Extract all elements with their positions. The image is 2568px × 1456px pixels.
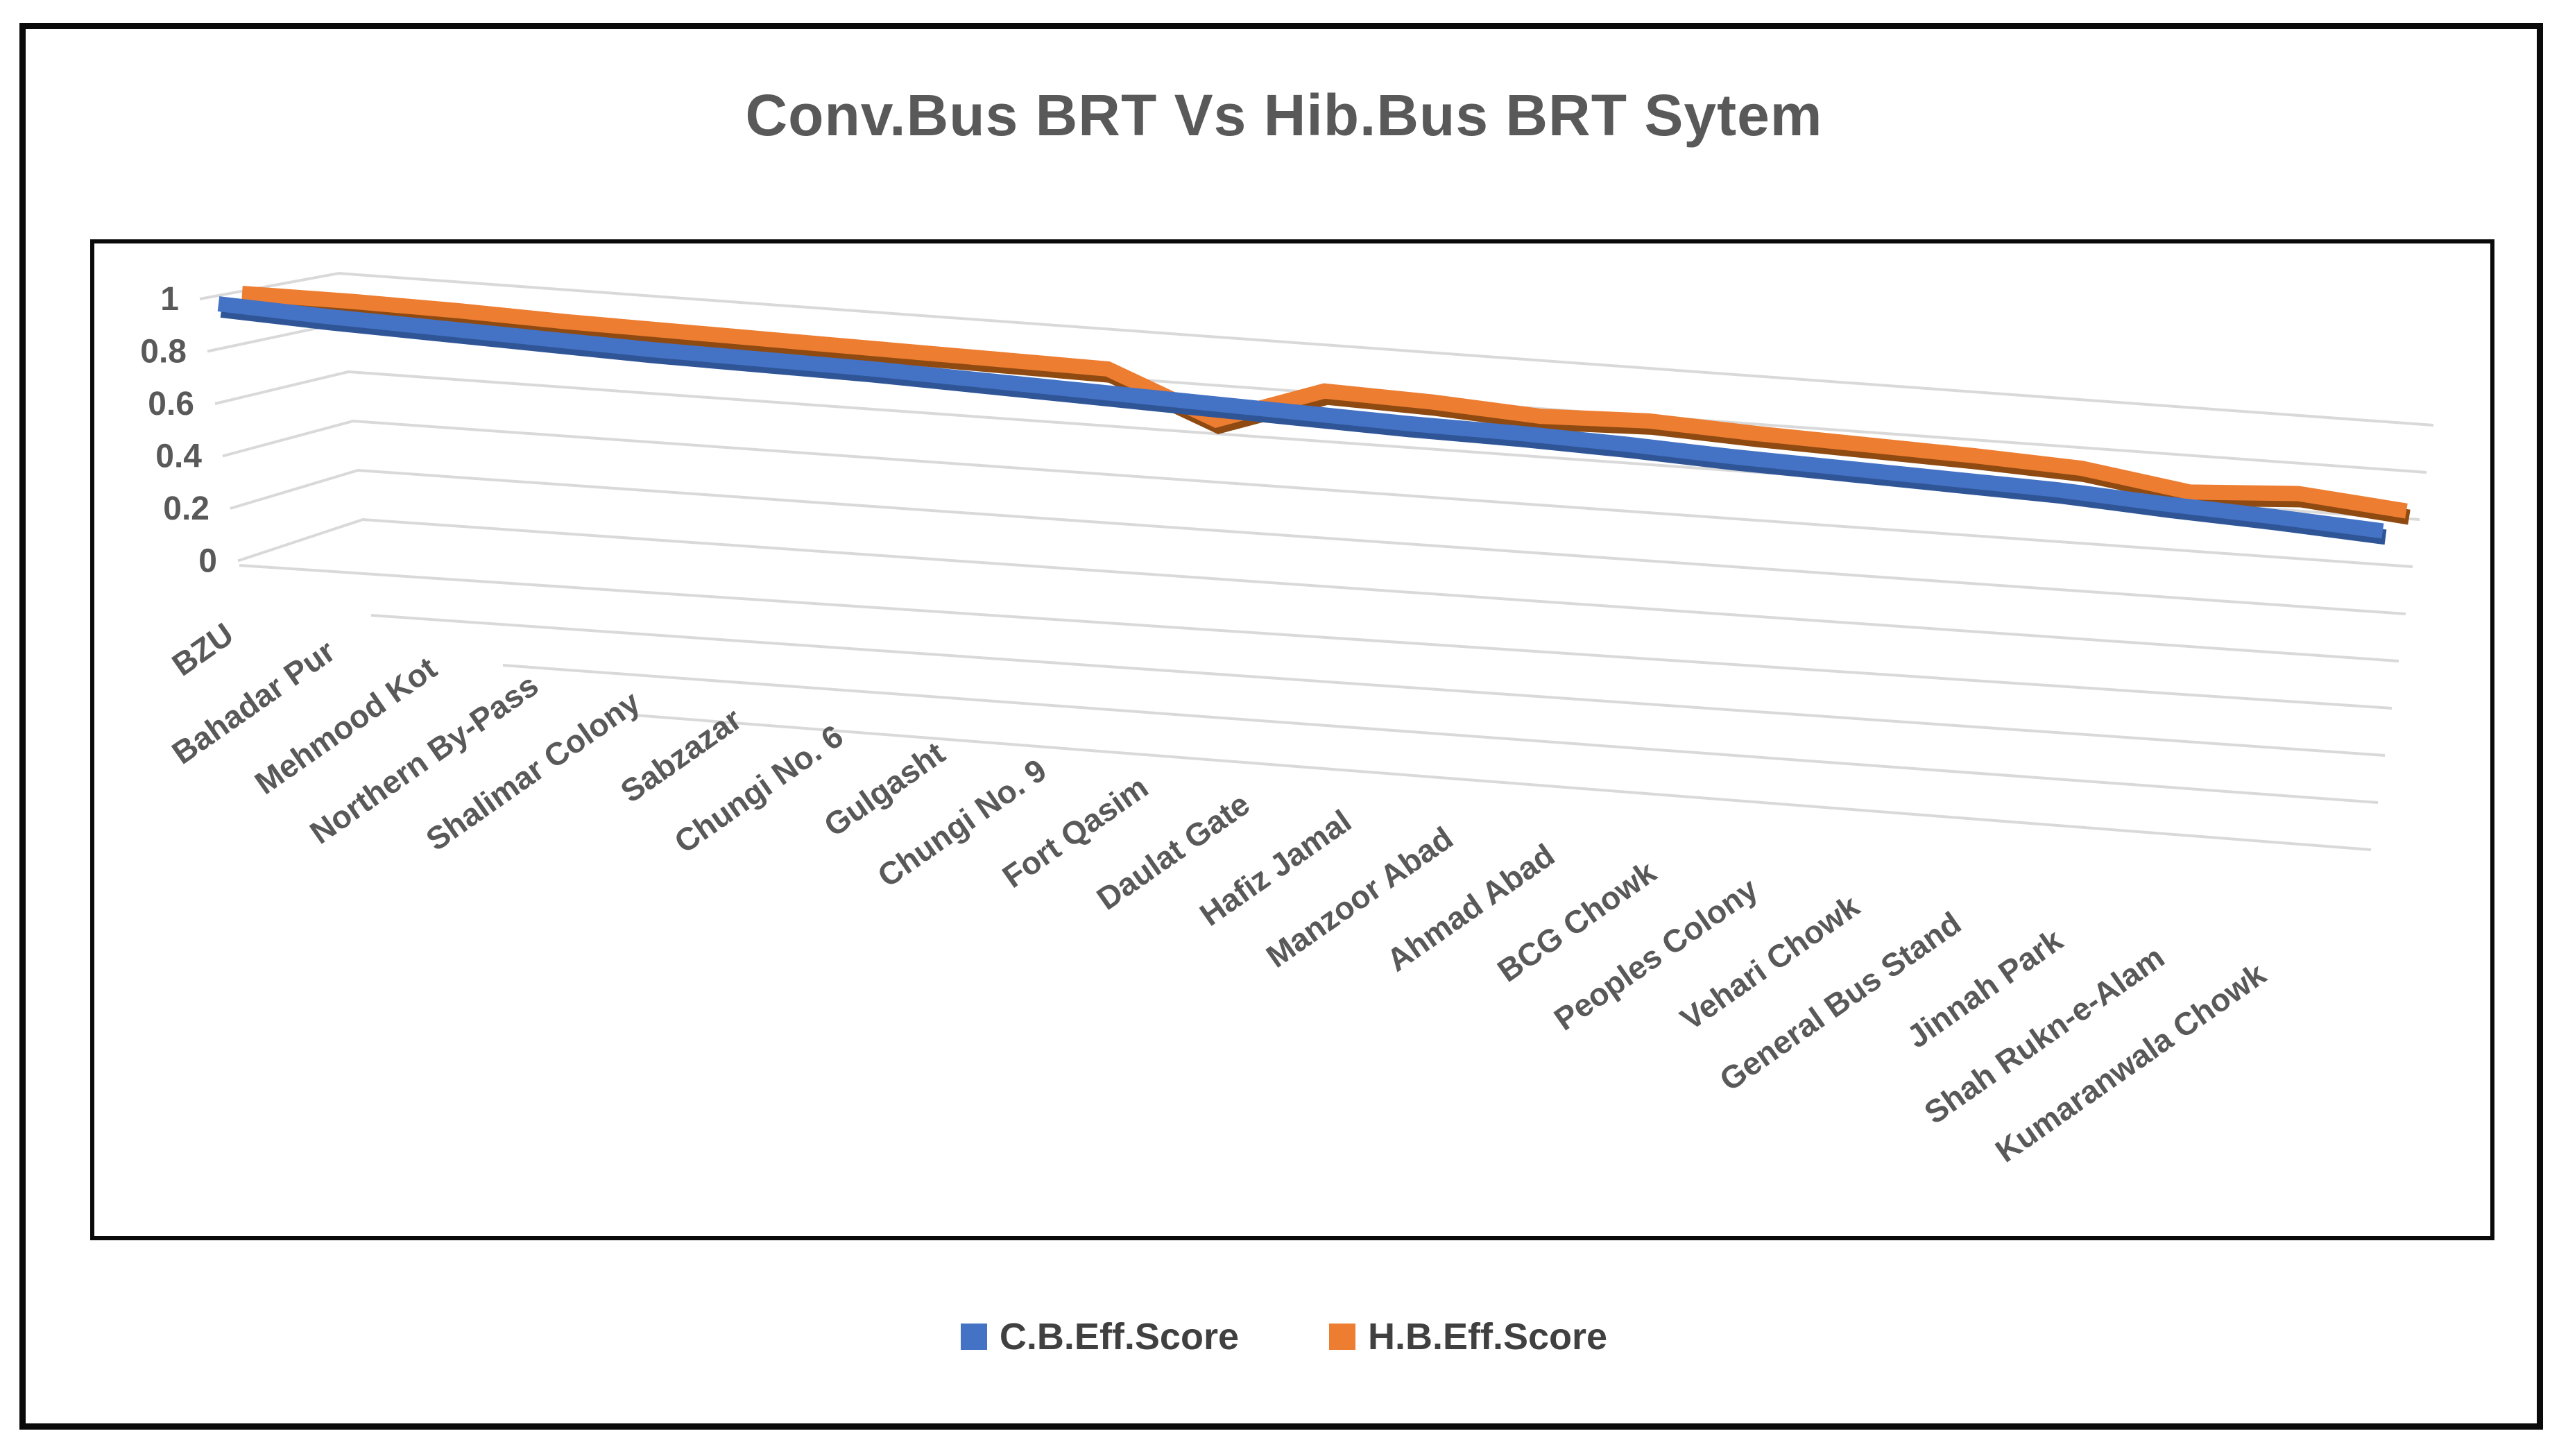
legend: C.B.Eff.Score H.B.Eff.Score	[0, 1315, 2568, 1358]
legend-label-cb: C.B.Eff.Score	[999, 1316, 1239, 1357]
legend-label-hb: H.B.Eff.Score	[1368, 1316, 1608, 1357]
svg-text:0.6: 0.6	[148, 386, 194, 422]
svg-text:0.2: 0.2	[163, 490, 209, 527]
svg-text:1: 1	[160, 281, 179, 318]
page-title: Conv.Bus BRT Vs Hib.Bus BRT Sytem	[745, 83, 1823, 148]
svg-text:0: 0	[198, 543, 217, 580]
svg-text:0.8: 0.8	[140, 334, 187, 370]
cb-series-swatch-icon	[960, 1324, 987, 1350]
svg-text:0.4: 0.4	[155, 438, 202, 475]
legend-item-hb: H.B.Eff.Score	[1329, 1315, 1607, 1358]
legend-item-cb: C.B.Eff.Score	[960, 1315, 1239, 1358]
hb-series-swatch-icon	[1329, 1324, 1355, 1350]
